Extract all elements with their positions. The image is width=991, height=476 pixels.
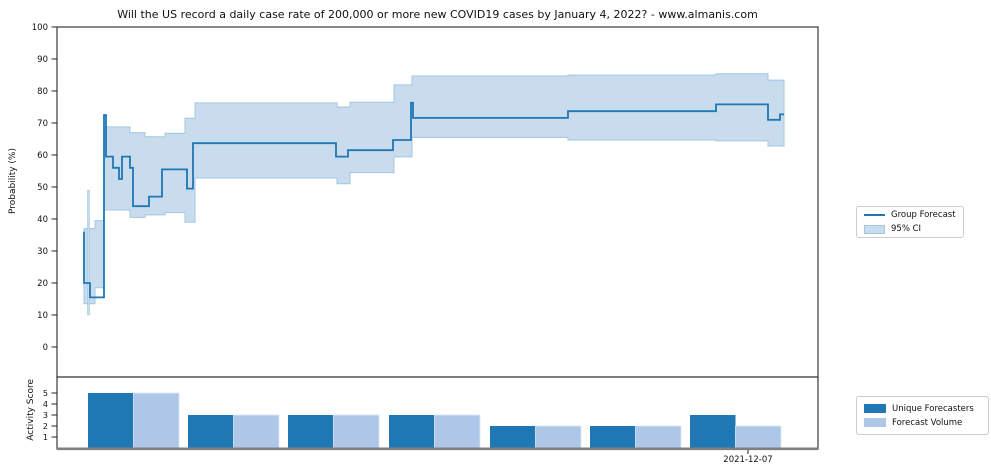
dark-bar-swatch-icon [864,404,886,413]
svg-text:0: 0 [43,343,48,353]
forecast-volume-bar [535,425,582,449]
unique-forecasters-bar [590,426,636,448]
svg-text:60: 60 [37,151,48,161]
activity-axis-ticks: 1 2 3 4 5 [43,389,57,442]
unique-forecasters-bar [88,393,134,448]
forecast-volume-bar [233,414,280,449]
svg-text:10: 10 [37,311,48,321]
unique-forecasters-bar [490,426,536,448]
svg-text:2: 2 [43,422,48,431]
light-bar-swatch-icon [864,418,886,427]
unique-forecasters-bar [288,415,334,448]
legend-item-forecast-volume: Forecast Volume [864,418,981,428]
chart-title: Will the US record a daily case rate of … [117,8,758,21]
ci-band [83,73,785,316]
line-swatch-icon [864,213,885,217]
forecast-volume-bar [434,414,481,449]
forecast-volume-bar [333,414,380,449]
forecast-legend: Group Forecast 95% CI [856,206,964,238]
legend-label: Unique Forecasters [892,403,974,414]
svg-text:100: 100 [32,23,48,33]
svg-text:4: 4 [43,400,48,409]
legend-item-95ci: 95% CI [864,224,956,234]
svg-text:80: 80 [37,87,48,97]
activity-bars [88,392,782,449]
svg-text:70: 70 [37,119,48,129]
svg-text:3: 3 [43,411,48,420]
svg-text:30: 30 [37,247,48,257]
legend-label: Forecast Volume [892,417,963,428]
probability-axis-ticks: 0 10 20 30 40 50 60 70 80 90 100 [32,23,57,353]
legend-item-group-forecast: Group Forecast [864,210,956,220]
svg-text:1: 1 [43,433,48,442]
group-forecast-line [83,101,784,299]
legend-label: Group Forecast [891,210,956,220]
legend-item-unique-forecasters: Unique Forecasters [864,404,981,414]
forecast-volume-bar [735,425,782,449]
unique-forecasters-bar [389,415,435,448]
activity-legend: Unique Forecasters Forecast Volume [856,396,989,435]
forecast-volume-bar [635,425,682,449]
unique-forecasters-bar [188,415,234,448]
legend-label: 95% CI [891,224,922,234]
svg-text:90: 90 [37,55,48,65]
forecast-volume-bar [133,392,180,449]
x-axis-tick-label: 2021-12-07 [723,455,773,465]
svg-text:50: 50 [37,183,48,193]
svg-text:20: 20 [37,279,48,289]
unique-forecasters-bar [690,415,736,448]
svg-text:40: 40 [37,215,48,225]
ci-fill-swatch-icon [864,224,885,234]
svg-text:5: 5 [43,389,48,398]
